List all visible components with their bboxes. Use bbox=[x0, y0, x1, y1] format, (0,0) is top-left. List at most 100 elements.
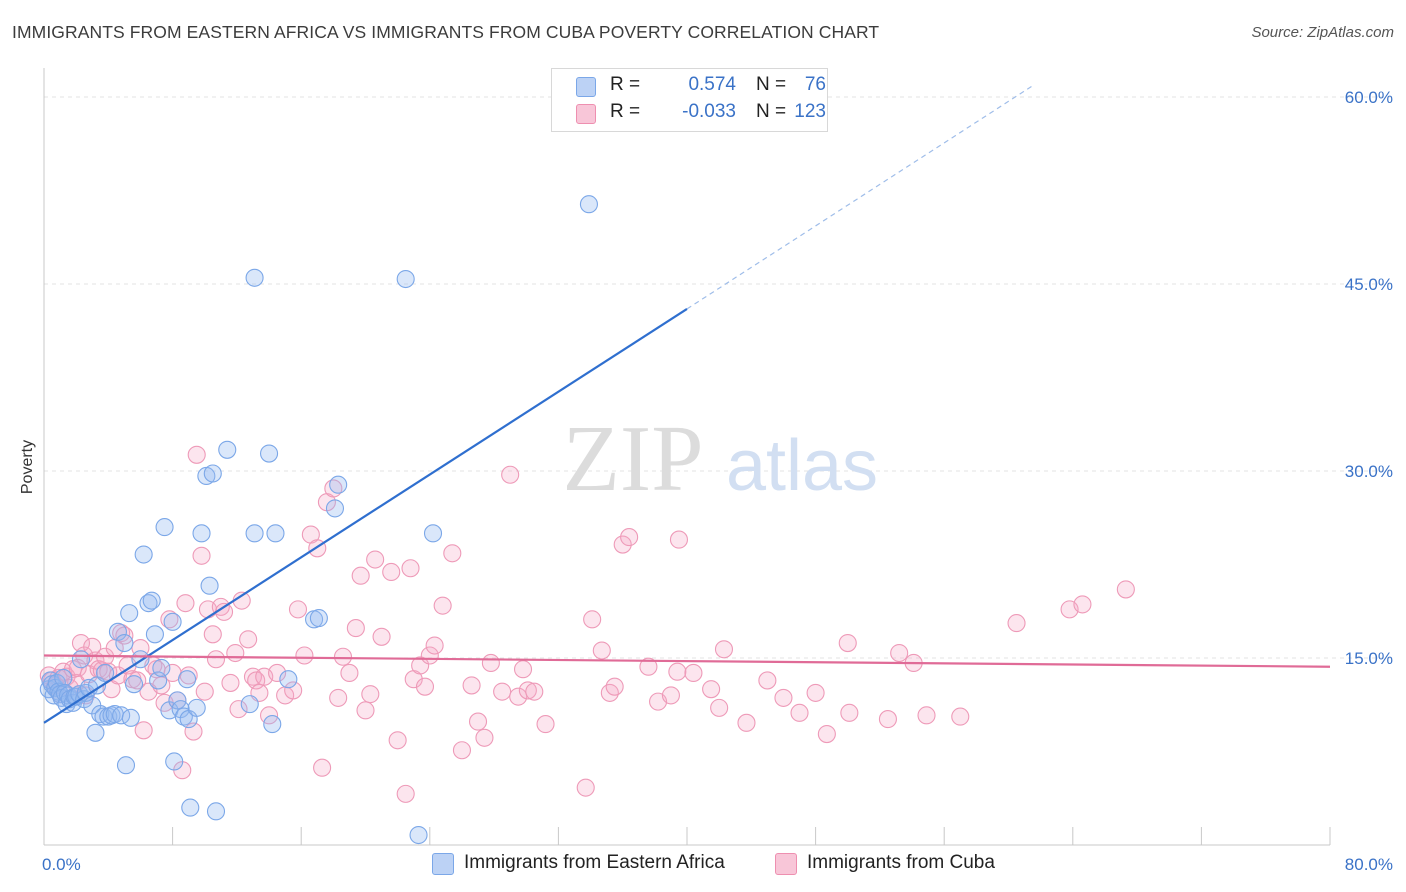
data-point-cuba bbox=[661, 686, 680, 705]
data-point-cuba bbox=[361, 685, 380, 704]
data-point-cuba bbox=[878, 710, 897, 729]
y-tick-label: 45.0% bbox=[1345, 275, 1393, 294]
data-point-cuba bbox=[536, 715, 555, 734]
data-point-eastern-africa bbox=[203, 464, 222, 483]
data-point-cuba bbox=[346, 619, 365, 638]
data-point-cuba bbox=[501, 465, 520, 484]
data-point-cuba bbox=[576, 778, 595, 797]
data-point-cuba bbox=[1116, 580, 1135, 599]
data-point-cuba bbox=[226, 643, 245, 663]
data-point-eastern-africa bbox=[152, 658, 171, 678]
legend-swatch-blue bbox=[432, 853, 454, 875]
data-point-cuba bbox=[372, 627, 391, 646]
data-point-cuba bbox=[160, 610, 179, 629]
source-label: Source: ZipAtlas.com bbox=[1251, 24, 1394, 41]
data-point-cuba bbox=[806, 683, 825, 702]
data-point-cuba bbox=[396, 784, 415, 803]
data-point-cuba bbox=[951, 707, 970, 726]
data-point-cuba bbox=[509, 687, 528, 706]
data-point-cuba bbox=[481, 653, 500, 673]
data-point-cuba bbox=[288, 600, 308, 619]
legend-r-value: -0.033 bbox=[682, 101, 736, 122]
data-point-cuba bbox=[840, 703, 859, 722]
data-point-cuba bbox=[401, 559, 420, 578]
data-point-cuba bbox=[468, 712, 488, 731]
data-point-eastern-africa bbox=[139, 594, 158, 613]
data-point-eastern-africa bbox=[134, 545, 153, 564]
legend-r-label: R = bbox=[610, 74, 641, 95]
legend-label: Immigrants from Cuba bbox=[807, 852, 995, 873]
data-point-cuba bbox=[668, 662, 687, 681]
legend-swatch-blue bbox=[576, 77, 596, 97]
data-point-cuba bbox=[1073, 595, 1092, 614]
tick-labels: 15.0% 30.0% 45.0% 60.0% 0.0% 80.0% bbox=[42, 88, 1393, 874]
legend-n-value: 123 bbox=[794, 101, 826, 122]
data-point-cuba bbox=[702, 680, 721, 699]
data-point-cuba bbox=[890, 643, 909, 663]
data-point-eastern-africa bbox=[245, 524, 264, 543]
data-point-eastern-africa bbox=[240, 695, 259, 714]
data-point-cuba bbox=[518, 681, 537, 700]
data-point-cuba bbox=[774, 688, 793, 707]
series-eastern-africa-points bbox=[39, 195, 598, 845]
legend-r-label: R = bbox=[610, 101, 641, 122]
trend-line-eastern-africa-extension bbox=[686, 85, 1033, 310]
data-point-eastern-africa bbox=[579, 195, 598, 214]
data-point-eastern-africa bbox=[116, 756, 136, 775]
data-point-cuba bbox=[817, 724, 836, 744]
y-tick-label: 60.0% bbox=[1345, 88, 1393, 107]
data-point-eastern-africa bbox=[325, 499, 345, 518]
data-point-cuba bbox=[134, 721, 153, 740]
data-point-cuba bbox=[206, 650, 226, 669]
data-point-cuba bbox=[329, 688, 348, 707]
x-tick-label: 80.0% bbox=[1345, 855, 1393, 874]
trend-lines bbox=[43, 85, 1331, 724]
data-point-eastern-africa bbox=[115, 633, 134, 653]
data-point-eastern-africa bbox=[124, 675, 144, 694]
correlation-legend: R = 0.574 N = 76 R = -0.033 N = 123 bbox=[551, 68, 828, 132]
data-point-cuba bbox=[433, 596, 452, 615]
data-point-eastern-africa bbox=[142, 591, 161, 610]
data-point-eastern-africa bbox=[409, 825, 428, 845]
data-point-cuba bbox=[917, 706, 936, 725]
data-point-eastern-africa bbox=[200, 576, 219, 595]
data-point-eastern-africa bbox=[163, 612, 182, 631]
gridlines bbox=[44, 96, 1392, 659]
data-point-eastern-africa bbox=[120, 604, 139, 623]
trend-line-eastern-africa bbox=[43, 308, 688, 724]
data-point-cuba bbox=[415, 677, 435, 696]
data-point-eastern-africa bbox=[178, 670, 197, 689]
axes bbox=[43, 68, 1331, 846]
data-point-cuba bbox=[388, 731, 407, 750]
data-point-cuba bbox=[592, 641, 611, 660]
legend-label: Immigrants from Eastern Africa bbox=[464, 852, 725, 873]
data-point-cuba bbox=[333, 647, 353, 666]
data-point-cuba bbox=[443, 544, 462, 563]
data-point-cuba bbox=[366, 550, 385, 569]
x-tick-label: 0.0% bbox=[42, 855, 81, 874]
data-point-eastern-africa bbox=[121, 708, 140, 727]
legend-r-value: 0.574 bbox=[688, 74, 736, 95]
data-point-cuba bbox=[710, 698, 729, 717]
data-point-eastern-africa bbox=[108, 622, 127, 641]
data-point-cuba bbox=[583, 610, 602, 629]
data-point-eastern-africa bbox=[396, 269, 415, 289]
watermark-zip: ZIP bbox=[563, 407, 704, 511]
y-tick-label: 15.0% bbox=[1345, 649, 1393, 668]
data-point-cuba bbox=[284, 681, 303, 700]
data-point-cuba bbox=[187, 445, 206, 464]
data-point-eastern-africa bbox=[187, 698, 206, 717]
data-point-eastern-africa bbox=[329, 475, 348, 494]
data-point-eastern-africa bbox=[263, 715, 282, 734]
data-point-cuba bbox=[493, 682, 512, 701]
data-point-eastern-africa bbox=[423, 524, 443, 543]
data-point-cuba bbox=[620, 528, 639, 547]
data-point-eastern-africa bbox=[309, 609, 328, 628]
data-point-cuba bbox=[525, 682, 544, 701]
data-point-cuba bbox=[382, 562, 401, 582]
data-point-cuba bbox=[295, 646, 314, 665]
data-point-cuba bbox=[192, 546, 211, 565]
legend-swatch-pink bbox=[576, 104, 596, 124]
data-point-eastern-africa bbox=[174, 707, 193, 726]
watermark-atlas: atlas bbox=[726, 426, 878, 506]
